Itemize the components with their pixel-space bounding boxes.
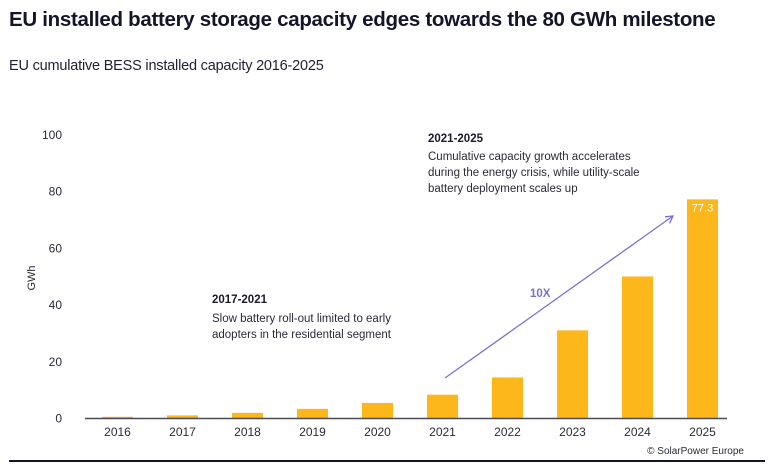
annotation-line: Slow battery roll-out limited to early [212, 313, 391, 325]
annotation-line: during the energy crisis, while utility-… [428, 167, 640, 179]
annotation-heading: 2017-2021 [212, 294, 268, 306]
y-tick-label: 60 [49, 241, 63, 255]
bar-2018 [232, 412, 263, 419]
bar-2020 [362, 402, 393, 419]
x-tick-label: 2025 [689, 425, 716, 439]
bottom-rule [9, 460, 765, 462]
annotation-2017-2021: 2017-2021 Slow battery roll-out limited … [212, 294, 392, 341]
y-axis-ticks: 0 20 40 60 80 100 [42, 128, 62, 426]
x-tick-label: 2018 [234, 425, 261, 439]
bar-2019 [297, 408, 328, 419]
y-tick-label: 80 [49, 185, 63, 199]
x-tick-label: 2019 [299, 425, 326, 439]
bar-2021 [427, 394, 458, 419]
x-tick-label: 2021 [429, 425, 456, 439]
bar-2016 [102, 416, 133, 419]
x-tick-label: 2023 [559, 425, 586, 439]
x-tick-label: 2022 [494, 425, 521, 439]
y-tick-label: 40 [49, 298, 63, 312]
annotation-line: Cumulative capacity growth accelerates [428, 151, 631, 163]
y-tick-label: 100 [42, 128, 62, 142]
bar-2023 [557, 330, 588, 419]
data-label: 77.3 [692, 202, 713, 214]
annotation-heading: 2021-2025 [428, 133, 484, 145]
bar-2025 [687, 199, 718, 419]
growth-arrow [444, 215, 675, 379]
bar-2024 [622, 276, 653, 419]
y-tick-label: 0 [55, 412, 62, 426]
annotation-line: adopters in the residential segment [212, 329, 392, 341]
x-axis-ticks: 2016 2017 2018 2019 2020 2021 2022 2023 2024 2025 [104, 425, 716, 439]
bar-2017 [167, 415, 198, 419]
x-tick-label: 2020 [364, 425, 391, 439]
annotation-line: battery deployment scales up [428, 183, 578, 195]
arrow-label: 10X [530, 288, 551, 300]
annotation-2021-2025: 2021-2025 Cumulative capacity growth acc… [428, 133, 640, 195]
source-credit: © SolarPower Europe [647, 446, 744, 457]
x-tick-label: 2016 [104, 425, 131, 439]
chart-title: EU installed battery storage capacity ed… [9, 8, 716, 31]
chart-subtitle: EU cumulative BESS installed capacity 20… [9, 58, 324, 74]
bars: 77.3 [102, 199, 718, 419]
y-tick-label: 20 [49, 355, 63, 369]
bar-2022 [492, 377, 523, 419]
y-axis-label: GWh [26, 265, 38, 290]
x-tick-label: 2024 [624, 425, 651, 439]
x-tick-label: 2017 [169, 425, 196, 439]
